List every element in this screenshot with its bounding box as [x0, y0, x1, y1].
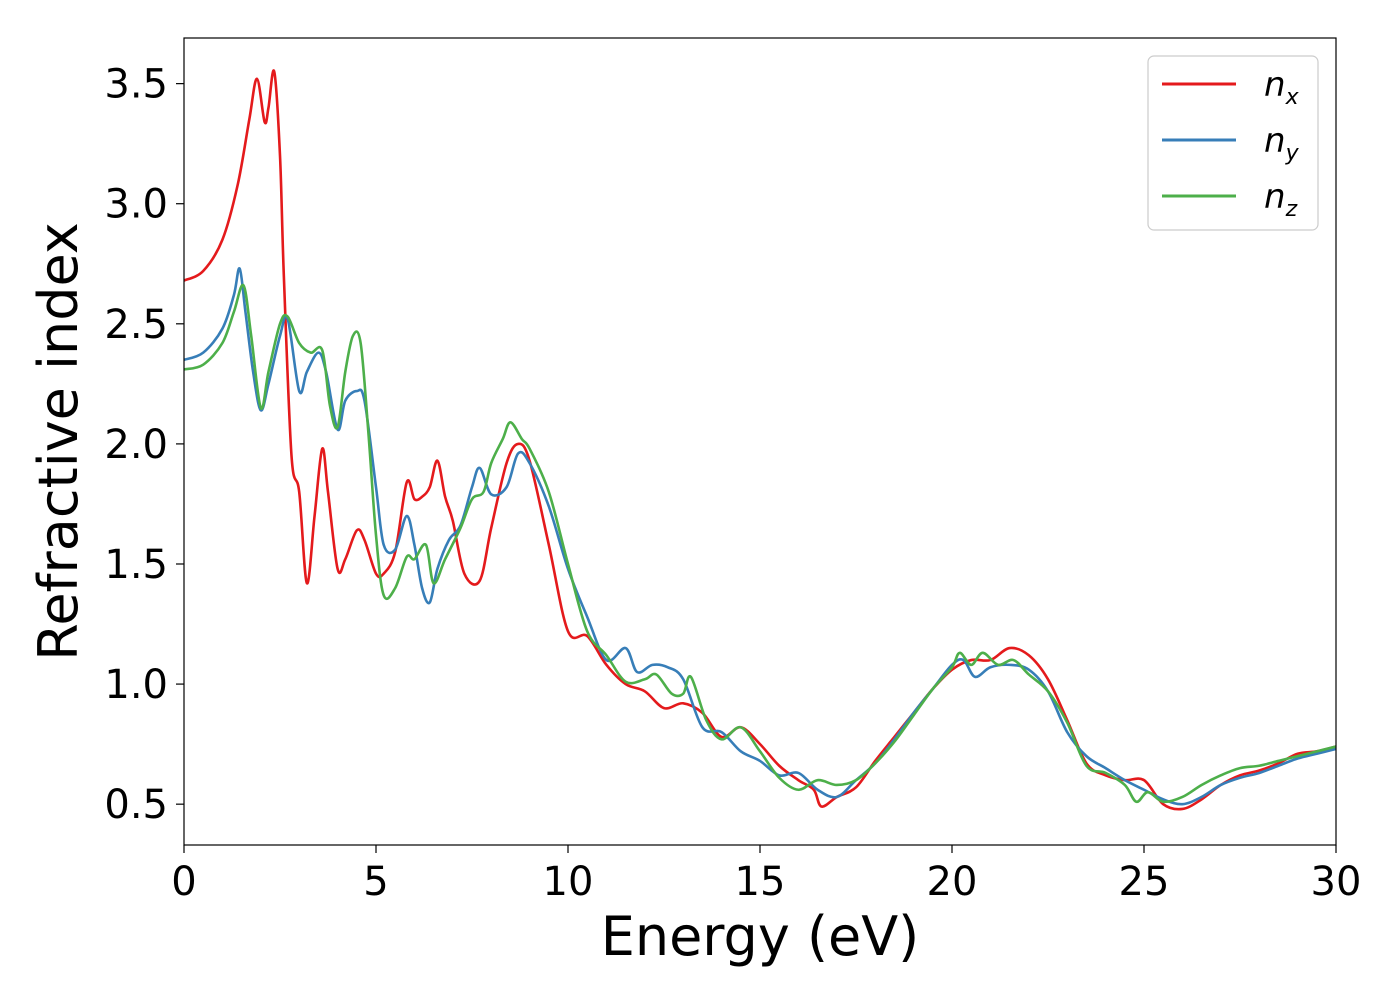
x-axis-title: Energy (eV) — [601, 905, 920, 968]
y-tick-label: 3.5 — [104, 62, 168, 108]
y-tick-label: 0.5 — [104, 782, 168, 828]
y-tick-label: 3.0 — [104, 182, 168, 228]
x-axis-ticks: 0 5 10 15 20 25 30 — [171, 845, 1361, 905]
y-tick-label: 1.0 — [104, 662, 168, 708]
x-tick-label: 30 — [1311, 859, 1362, 905]
x-tick-label: 10 — [543, 859, 594, 905]
y-tick-label: 2.0 — [104, 422, 168, 468]
legend-label-y: ny — [1264, 121, 1300, 166]
legend-label-z: nz — [1264, 177, 1298, 222]
legend-label-x: nx — [1264, 65, 1300, 110]
x-tick-label: 15 — [735, 859, 786, 905]
series-layer — [184, 69, 1336, 811]
x-tick-label: 0 — [171, 859, 196, 905]
series-line-z — [184, 283, 1336, 804]
y-axis-title: Refractive index — [27, 222, 90, 661]
y-axis-ticks: 0.5 1.0 1.5 2.0 2.5 3.0 3.5 — [104, 62, 184, 828]
series-line-y — [184, 267, 1336, 806]
y-tick-label: 2.5 — [104, 302, 168, 348]
x-tick-label: 5 — [363, 859, 388, 905]
y-tick-label: 1.5 — [104, 542, 168, 588]
legend-box — [1147, 55, 1319, 231]
x-tick-label: 25 — [1119, 859, 1170, 905]
x-tick-label: 20 — [927, 859, 978, 905]
legend: nx ny nz — [1147, 55, 1319, 231]
